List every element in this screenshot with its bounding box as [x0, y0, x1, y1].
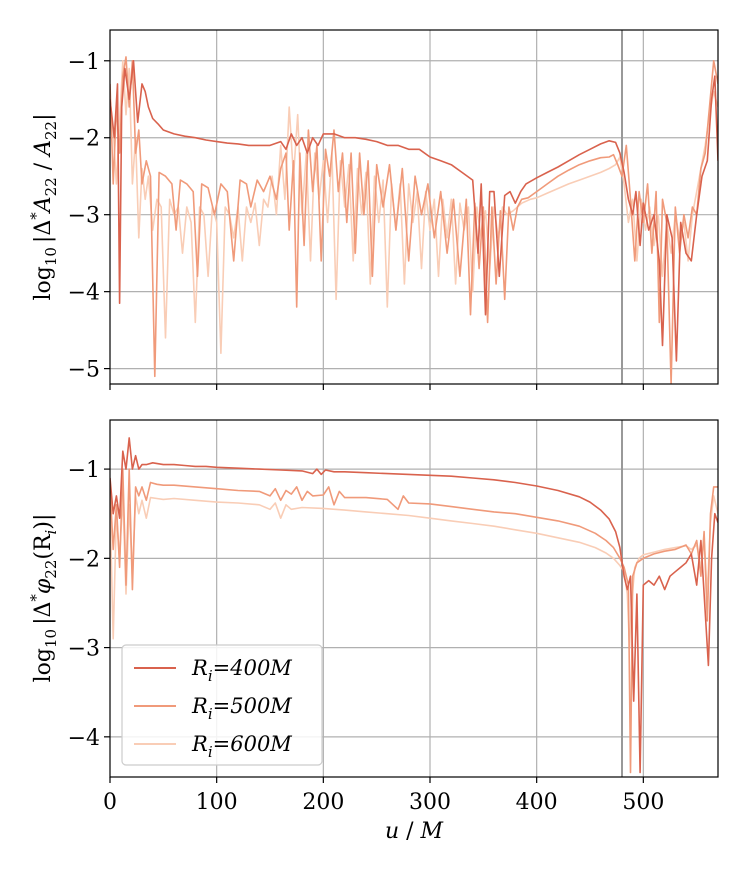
legend-label: Ri=500M: [191, 694, 292, 723]
top-y-tick-label: −2: [68, 127, 100, 152]
bottom-series-ri600m: [110, 495, 718, 649]
bottom-y-axis-label: log10|Δ*φ22(Ri)|: [27, 514, 60, 683]
top-series-ri500m: [110, 56, 718, 384]
bottom-series-ri500m: [110, 468, 718, 774]
bottom-y-tick-label: −4: [68, 726, 100, 751]
bottom-series-ri400m: [110, 437, 718, 774]
legend-label: Ri=400M: [191, 656, 292, 685]
legend-box: [121, 644, 323, 766]
bottom-panel: −4 −3 −2 −1 0 100 200 300 400 500 log10|Δ*φ22(Ri…: [27, 419, 719, 844]
top-series-ri400m: [110, 60, 718, 362]
top-panel: −5 −4 −3 −2 −1 log10|Δ*A22 / A22|: [27, 29, 719, 390]
x-tick-label: 400: [516, 790, 558, 815]
legend: Ri=400M Ri=500M Ri=600M: [121, 644, 323, 766]
x-tick-label: 300: [409, 790, 451, 815]
bottom-y-tick-label: −1: [68, 458, 100, 483]
top-y-tick-label: −1: [68, 50, 100, 75]
top-y-ticks: −5 −4 −3 −2 −1: [68, 50, 110, 383]
top-y-axis-label: log10|Δ*A22 / A22|: [27, 113, 60, 300]
bottom-frame: [109, 419, 719, 778]
x-tick-label: 200: [302, 790, 344, 815]
top-frame: [109, 29, 719, 385]
legend-label: Ri=600M: [191, 732, 292, 761]
top-series-group: [110, 56, 718, 384]
legend-items: Ri=400M Ri=500M Ri=600M: [134, 656, 292, 761]
x-tick-label: 100: [196, 790, 238, 815]
bottom-x-ticks: 0 100 200 300 400 500: [103, 777, 664, 815]
bottom-series-group: [110, 437, 718, 774]
top-y-tick-label: −5: [68, 358, 100, 383]
x-tick-label: 0: [103, 790, 117, 815]
bottom-y-tick-label: −3: [68, 637, 100, 662]
top-y-tick-label: −4: [68, 281, 100, 306]
bottom-y-tick-label: −2: [68, 547, 100, 572]
top-series-ri600m: [110, 60, 718, 354]
top-y-tick-label: −3: [68, 204, 100, 229]
x-axis-label: u / M: [385, 819, 444, 844]
x-tick-label: 500: [622, 790, 664, 815]
bottom-y-ticks: −4 −3 −2 −1: [68, 458, 110, 751]
top-x-ticks: [109, 384, 644, 390]
